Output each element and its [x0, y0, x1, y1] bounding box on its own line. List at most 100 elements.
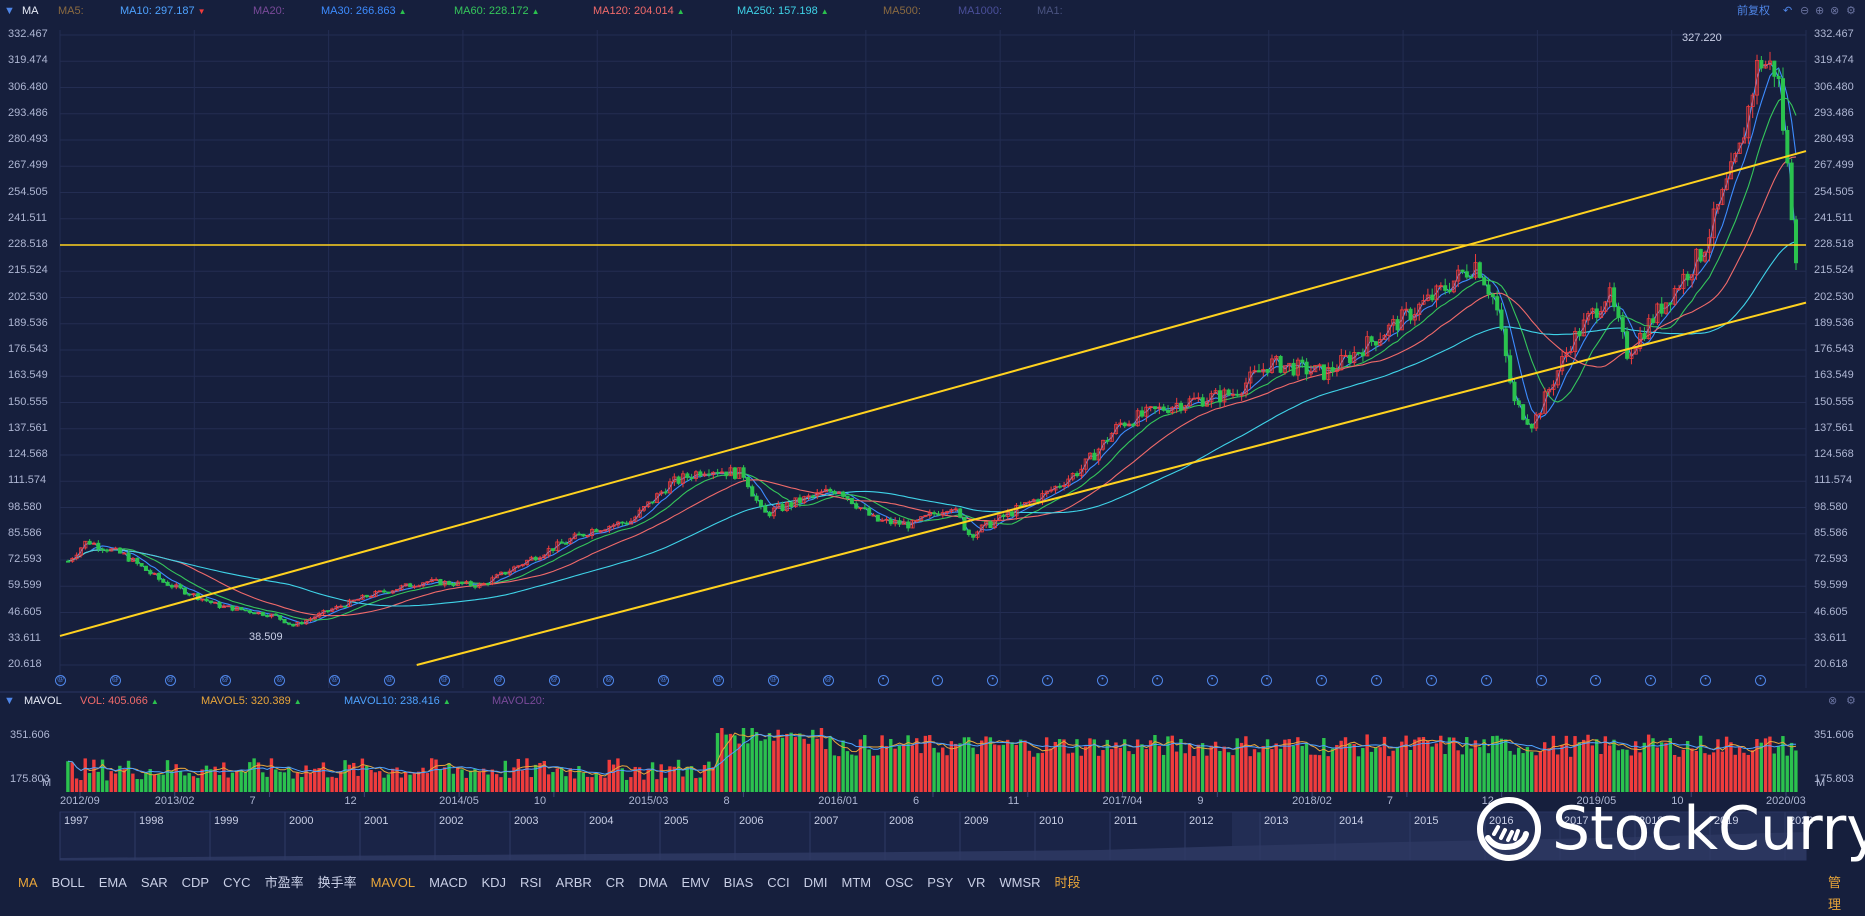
candle-body [546, 548, 551, 556]
event-marker-icon[interactable]: @ [548, 675, 560, 686]
volume-bar [555, 768, 559, 792]
event-marker-icon[interactable]: @ [438, 675, 450, 686]
event-marker-icon[interactable]: @ [713, 675, 725, 686]
indicator-tab-0[interactable]: MA [18, 875, 38, 890]
time-label: 8 [723, 795, 730, 807]
volume-bar [1083, 746, 1088, 792]
close-icon[interactable]: ⊗ [1830, 5, 1840, 17]
volume-bar [815, 738, 819, 792]
indicator-tab-10[interactable]: KDJ [481, 875, 506, 890]
candle-body [1014, 505, 1019, 517]
event-marker-icon[interactable]: @ [109, 675, 121, 686]
indicator-tab-17[interactable]: CCI [767, 875, 790, 890]
event-marker-icon[interactable]: • [877, 675, 889, 686]
event-marker-icon[interactable]: • [987, 675, 999, 686]
indicator-tab-14[interactable]: DMA [638, 875, 668, 890]
event-marker-icon[interactable]: @ [603, 675, 615, 686]
event-marker-icon[interactable]: • [1042, 675, 1054, 686]
event-marker-icon[interactable]: • [1316, 675, 1328, 686]
indicator-tab-1[interactable]: BOLL [51, 875, 85, 890]
candle-body [940, 512, 945, 516]
candle-body [1027, 501, 1032, 504]
event-marker-icon[interactable]: • [1206, 675, 1218, 686]
indicator-tab-12[interactable]: ARBR [555, 875, 592, 890]
event-marker-icon[interactable]: • [1425, 675, 1437, 686]
indicator-tab-13[interactable]: CR [605, 875, 625, 890]
event-marker-icon[interactable]: @ [384, 675, 396, 686]
collapse-icon[interactable]: ▼ [4, 695, 15, 707]
candle-body [1703, 251, 1708, 262]
event-marker-icon[interactable]: @ [274, 675, 286, 686]
event-marker-icon[interactable]: @ [493, 675, 505, 686]
volume-bar [1538, 751, 1543, 792]
event-marker-icon[interactable]: • [1645, 675, 1657, 686]
indicator-tab-23[interactable]: WMSR [999, 875, 1041, 890]
indicator-tab-9[interactable]: MACD [429, 875, 468, 890]
event-marker-icon[interactable]: • [1261, 675, 1273, 686]
event-marker-icon[interactable]: • [1700, 675, 1712, 686]
event-marker-icon[interactable]: @ [164, 675, 176, 686]
candle-body [1192, 397, 1197, 400]
undo-icon[interactable]: ↶ [1783, 5, 1793, 17]
collapse-icon[interactable]: ▼ [4, 5, 15, 17]
indicator-tab-5[interactable]: CYC [223, 875, 251, 890]
indicator-tab-24[interactable]: 时段 [1054, 875, 1081, 890]
event-marker-icon[interactable]: • [1151, 675, 1163, 686]
candle-body [1395, 319, 1400, 331]
close-icon[interactable]: ⊗ [1828, 695, 1838, 707]
indicator-tab-3[interactable]: SAR [140, 875, 168, 890]
candle-body [1555, 370, 1560, 386]
event-marker-icon[interactable]: • [1535, 675, 1547, 686]
event-marker-icon[interactable]: • [1590, 675, 1602, 686]
event-marker-icon[interactable]: @ [822, 675, 834, 686]
candle-body [654, 493, 659, 503]
event-marker-icon[interactable]: • [932, 675, 944, 686]
manage-button[interactable]: 管理 [1828, 875, 1842, 912]
event-marker-icon[interactable]: • [1096, 675, 1108, 686]
indicator-tab-20[interactable]: OSC [885, 875, 914, 890]
candle-body [949, 509, 954, 512]
indicator-tab-16[interactable]: BIAS [723, 875, 754, 890]
indicator-tab-6[interactable]: 市盈率 [264, 875, 304, 890]
candle-body [325, 610, 330, 612]
event-marker-icon[interactable]: • [1480, 675, 1492, 686]
event-marker-icon[interactable]: @ [767, 675, 779, 686]
event-marker-icon[interactable]: • [1371, 675, 1383, 686]
candle-body [1581, 319, 1586, 337]
candle-body [997, 514, 1002, 522]
price-tick: 306.480 [1814, 80, 1854, 93]
volume-bar [408, 774, 412, 792]
volume-bar [282, 772, 287, 792]
adjust-price-button[interactable]: 前复权 [1737, 5, 1770, 17]
indicator-tab-21[interactable]: PSY [927, 875, 954, 890]
indicator-tab-18[interactable]: DMI [803, 875, 828, 890]
candle-body [958, 508, 963, 518]
indicator-tab-22[interactable]: VR [967, 875, 986, 890]
event-marker-icon[interactable]: @ [55, 675, 66, 686]
indicator-tab-4[interactable]: CDP [181, 875, 210, 890]
event-marker-icon[interactable]: @ [329, 675, 341, 686]
event-marker-icon[interactable]: • [1755, 675, 1766, 686]
volume-ma-line [67, 732, 1797, 777]
event-marker-icon[interactable]: @ [219, 675, 231, 686]
indicator-tab-11[interactable]: RSI [520, 875, 542, 890]
volume-bar [689, 766, 694, 792]
settings-gear-icon[interactable]: ⚙ [1846, 5, 1856, 17]
event-marker-icon[interactable]: @ [658, 675, 670, 686]
volume-bar [702, 764, 707, 792]
candle-body [1230, 393, 1235, 396]
minimize-icon[interactable]: ⊖ [1800, 5, 1810, 17]
indicator-tab-7[interactable]: 换手率 [317, 875, 357, 890]
indicator-tab-15[interactable]: EMV [681, 875, 710, 890]
volume-bar [992, 744, 997, 792]
indicator-tab-2[interactable]: EMA [98, 875, 127, 890]
volume-bar [871, 755, 876, 792]
settings-gear-icon[interactable]: ⚙ [1846, 695, 1856, 707]
overview-navigator[interactable] [59, 811, 1807, 861]
indicator-tab-19[interactable]: MTM [841, 875, 872, 890]
maximize-icon[interactable]: ⊕ [1815, 5, 1825, 17]
indicator-tab-8[interactable]: MAVOL [370, 875, 416, 890]
candle-body [1226, 389, 1231, 396]
candle-body [100, 548, 105, 551]
